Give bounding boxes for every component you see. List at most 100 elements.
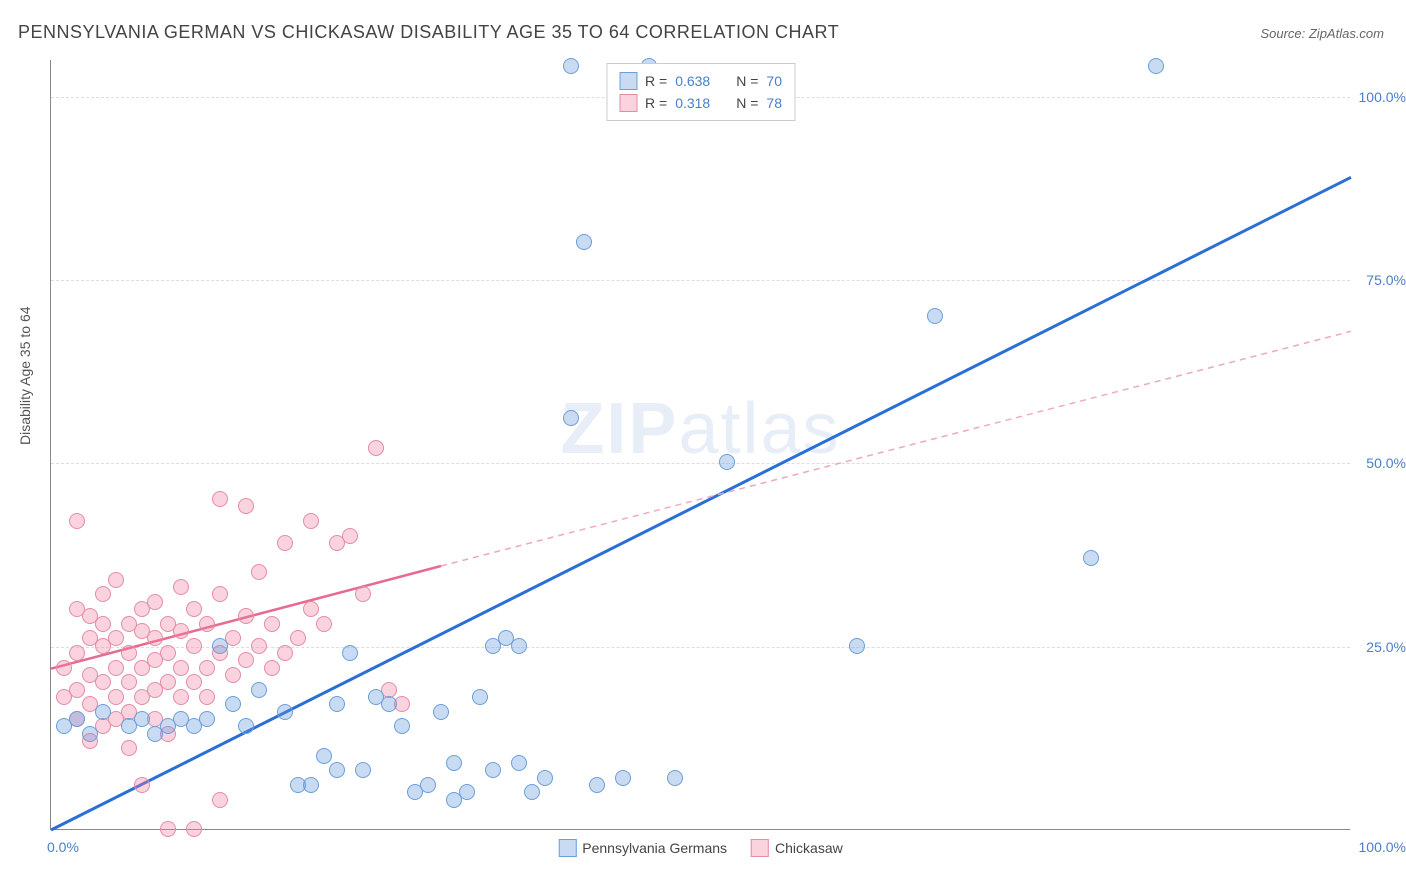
scatter-point-pink bbox=[95, 674, 111, 690]
scatter-point-pink bbox=[186, 601, 202, 617]
scatter-point-pink bbox=[251, 638, 267, 654]
scatter-point-pink bbox=[212, 586, 228, 602]
scatter-point-pink bbox=[173, 579, 189, 595]
scatter-point-blue bbox=[524, 784, 540, 800]
scatter-point-pink bbox=[264, 660, 280, 676]
scatter-point-pink bbox=[108, 689, 124, 705]
scatter-point-pink bbox=[303, 601, 319, 617]
scatter-point-pink bbox=[173, 689, 189, 705]
scatter-point-blue bbox=[212, 638, 228, 654]
gridline bbox=[51, 280, 1350, 281]
scatter-point-blue bbox=[199, 711, 215, 727]
scatter-point-pink bbox=[225, 667, 241, 683]
scatter-point-pink bbox=[108, 660, 124, 676]
scatter-point-blue bbox=[511, 638, 527, 654]
legend-swatch-pink bbox=[619, 94, 637, 112]
scatter-point-pink bbox=[160, 674, 176, 690]
scatter-point-pink bbox=[186, 821, 202, 837]
scatter-point-blue bbox=[355, 762, 371, 778]
source-link[interactable]: ZipAtlas.com bbox=[1309, 26, 1384, 41]
scatter-point-blue bbox=[511, 755, 527, 771]
legend-swatch-icon bbox=[558, 839, 576, 857]
plot-area: Disability Age 35 to 64 25.0%50.0%75.0%1… bbox=[50, 60, 1350, 830]
n-label: N = bbox=[736, 73, 758, 89]
scatter-point-pink bbox=[95, 586, 111, 602]
legend-label-pink: Chickasaw bbox=[775, 840, 843, 856]
scatter-point-blue bbox=[927, 308, 943, 324]
gridline bbox=[51, 463, 1350, 464]
n-label: N = bbox=[736, 95, 758, 111]
scatter-point-pink bbox=[251, 564, 267, 580]
scatter-point-pink bbox=[316, 616, 332, 632]
watermark-zip: ZIP bbox=[560, 389, 678, 469]
legend-swatch-blue bbox=[619, 72, 637, 90]
scatter-point-blue bbox=[316, 748, 332, 764]
legend-label-blue: Pennsylvania Germans bbox=[582, 840, 727, 856]
scatter-point-pink bbox=[95, 616, 111, 632]
y-tick-label: 75.0% bbox=[1366, 272, 1406, 288]
scatter-point-pink bbox=[121, 645, 137, 661]
scatter-point-pink bbox=[290, 630, 306, 646]
scatter-point-blue bbox=[394, 718, 410, 734]
y-tick-label: 25.0% bbox=[1366, 639, 1406, 655]
scatter-point-blue bbox=[576, 234, 592, 250]
scatter-point-pink bbox=[199, 660, 215, 676]
scatter-point-pink bbox=[121, 740, 137, 756]
scatter-point-blue bbox=[95, 704, 111, 720]
scatter-point-blue bbox=[329, 762, 345, 778]
scatter-point-pink bbox=[69, 513, 85, 529]
scatter-point-blue bbox=[433, 704, 449, 720]
blue-n-value: 70 bbox=[766, 73, 782, 89]
watermark: ZIPatlas bbox=[560, 388, 840, 470]
scatter-point-pink bbox=[186, 638, 202, 654]
legend-row-pink: R = 0.318 N = 78 bbox=[619, 92, 782, 114]
gridline bbox=[51, 647, 1350, 648]
legend-item-pink: Chickasaw bbox=[751, 839, 843, 857]
trend-lines bbox=[51, 60, 1350, 829]
scatter-point-blue bbox=[589, 777, 605, 793]
scatter-point-pink bbox=[264, 616, 280, 632]
scatter-point-blue bbox=[563, 410, 579, 426]
scatter-point-pink bbox=[108, 630, 124, 646]
scatter-point-blue bbox=[329, 696, 345, 712]
scatter-point-pink bbox=[238, 608, 254, 624]
x-tick-right: 100.0% bbox=[1359, 839, 1406, 855]
scatter-point-blue bbox=[238, 718, 254, 734]
scatter-point-pink bbox=[277, 645, 293, 661]
pink-n-value: 78 bbox=[766, 95, 782, 111]
scatter-point-pink bbox=[212, 792, 228, 808]
pink-r-value: 0.318 bbox=[675, 95, 710, 111]
scatter-point-pink bbox=[342, 528, 358, 544]
scatter-point-blue bbox=[420, 777, 436, 793]
scatter-point-blue bbox=[69, 711, 85, 727]
scatter-point-blue bbox=[446, 755, 462, 771]
scatter-point-pink bbox=[69, 682, 85, 698]
scatter-point-blue bbox=[472, 689, 488, 705]
scatter-point-pink bbox=[147, 594, 163, 610]
scatter-point-blue bbox=[303, 777, 319, 793]
scatter-point-blue bbox=[251, 682, 267, 698]
scatter-point-pink bbox=[238, 652, 254, 668]
x-tick-left: 0.0% bbox=[47, 839, 79, 855]
y-axis-title: Disability Age 35 to 64 bbox=[17, 306, 33, 445]
scatter-point-pink bbox=[368, 440, 384, 456]
scatter-point-blue bbox=[849, 638, 865, 654]
y-tick-label: 50.0% bbox=[1366, 455, 1406, 471]
scatter-point-pink bbox=[121, 674, 137, 690]
source-attribution: Source: ZipAtlas.com bbox=[1260, 26, 1384, 41]
scatter-point-blue bbox=[277, 704, 293, 720]
scatter-point-blue bbox=[485, 762, 501, 778]
scatter-point-blue bbox=[719, 454, 735, 470]
scatter-point-pink bbox=[355, 586, 371, 602]
scatter-point-pink bbox=[160, 645, 176, 661]
scatter-point-pink bbox=[186, 674, 202, 690]
r-label: R = bbox=[645, 73, 667, 89]
scatter-point-blue bbox=[82, 726, 98, 742]
scatter-point-blue bbox=[667, 770, 683, 786]
scatter-point-pink bbox=[56, 660, 72, 676]
r-label: R = bbox=[645, 95, 667, 111]
scatter-point-blue bbox=[615, 770, 631, 786]
scatter-point-pink bbox=[199, 616, 215, 632]
scatter-point-pink bbox=[303, 513, 319, 529]
scatter-point-blue bbox=[537, 770, 553, 786]
